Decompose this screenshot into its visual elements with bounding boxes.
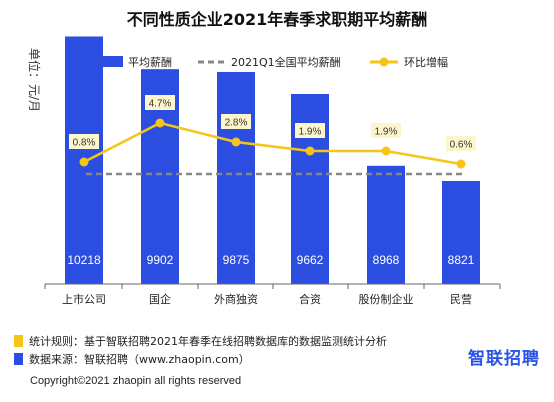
bar-value-label: 8821 bbox=[448, 253, 475, 267]
x-tick-label: 民营 bbox=[450, 292, 472, 306]
bar bbox=[217, 71, 255, 284]
bar bbox=[367, 165, 405, 284]
legend-bar-swatch bbox=[95, 56, 123, 67]
x-tick-label: 国企 bbox=[149, 292, 171, 306]
x-tick-label: 外商独资 bbox=[214, 292, 258, 306]
growth-point bbox=[231, 137, 241, 147]
x-tick-label: 股份制企业 bbox=[359, 292, 414, 306]
rule-marker-icon bbox=[14, 335, 23, 347]
growth-point bbox=[456, 159, 466, 169]
growth-label-bg bbox=[446, 136, 476, 151]
bar-value-label: 10218 bbox=[67, 253, 101, 267]
y-axis-label: 单位：元/月 bbox=[27, 48, 42, 112]
growth-point bbox=[155, 118, 165, 128]
growth-label: 1.9% bbox=[375, 127, 398, 138]
copyright-text: Copyright©2021 zhaopin all rights reserv… bbox=[30, 375, 242, 387]
footer-rule: 统计规则：基于智联招聘2021年春季在线招聘数据库的数据监测统计分析 bbox=[14, 333, 387, 349]
growth-label-bg bbox=[295, 123, 325, 138]
legend-line-marker bbox=[379, 57, 389, 67]
growth-line bbox=[83, 121, 462, 166]
legend-bar-label: 平均薪酬 bbox=[128, 56, 172, 69]
legend-ref-label: 2021Q1全国平均薪酬 bbox=[231, 55, 341, 69]
growth-label-bg bbox=[371, 123, 401, 138]
growth-label-bg bbox=[145, 95, 175, 110]
bar bbox=[442, 181, 480, 284]
growth-label-bg bbox=[69, 134, 99, 149]
growth-label: 2.8% bbox=[225, 118, 248, 129]
growth-label-bg bbox=[221, 114, 251, 129]
source-marker-icon bbox=[14, 353, 23, 365]
brand-logo: 智联招聘 bbox=[468, 349, 540, 369]
legend-line-label: 环比增幅 bbox=[404, 55, 448, 69]
bar-value-label: 9662 bbox=[297, 253, 324, 267]
bar-value-label: 9902 bbox=[147, 253, 174, 267]
bar-value-label: 8968 bbox=[373, 253, 400, 267]
growth-label: 0.8% bbox=[73, 138, 96, 149]
growth-label: 1.9% bbox=[299, 127, 322, 138]
growth-label: 0.6% bbox=[450, 140, 473, 151]
x-tick-label: 上市公司 bbox=[62, 292, 106, 306]
x-tick-label: 合资 bbox=[299, 292, 321, 306]
growth-point bbox=[381, 146, 391, 156]
growth-label: 4.7% bbox=[149, 99, 172, 110]
footer-rule-text: 统计规则：基于智联招聘2021年春季在线招聘数据库的数据监测统计分析 bbox=[29, 335, 387, 348]
growth-point bbox=[79, 157, 89, 167]
footer-source-text: 数据来源：智联招聘（www.zhaopin.com） bbox=[29, 353, 250, 366]
chart-title: 不同性质企业2021年春季求职期平均薪酬 bbox=[126, 10, 428, 29]
bar-value-label: 9875 bbox=[223, 253, 250, 267]
footer-source: 数据来源：智联招聘（www.zhaopin.com） bbox=[14, 351, 250, 367]
growth-point bbox=[305, 146, 315, 156]
